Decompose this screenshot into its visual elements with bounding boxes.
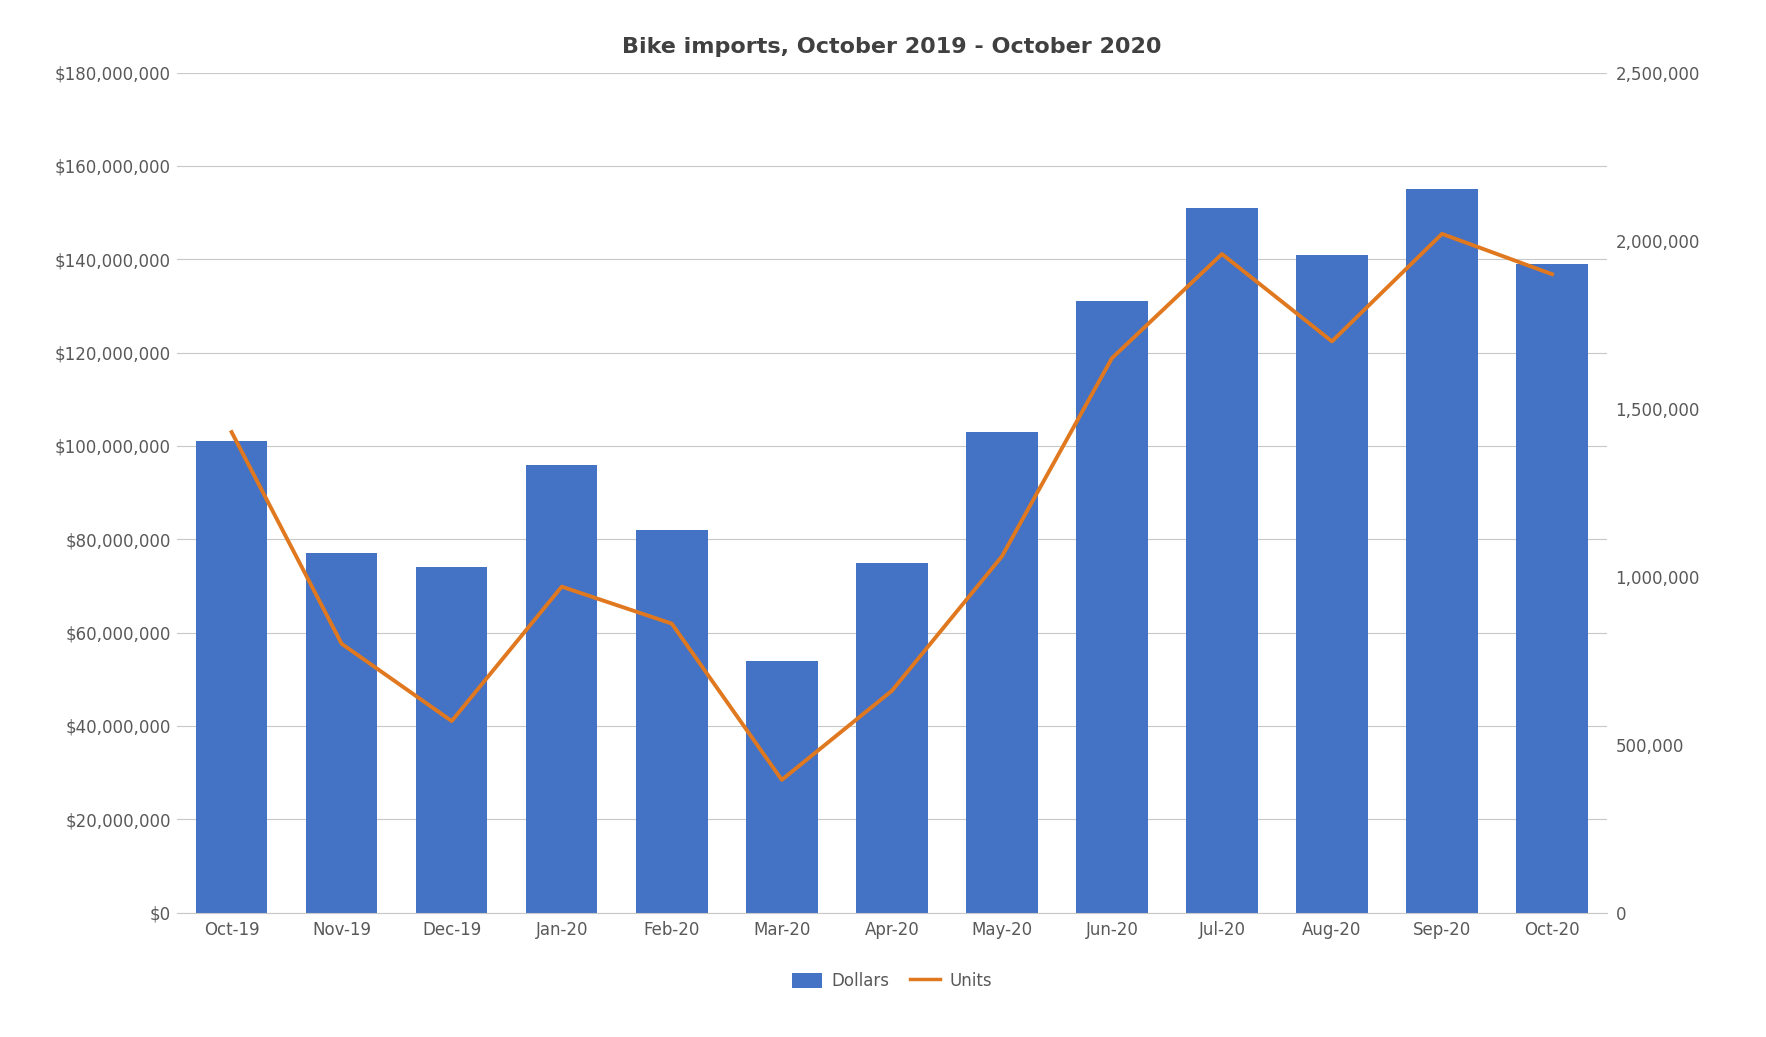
Bar <box>1187 207 1257 913</box>
Bar <box>417 567 487 913</box>
Bar <box>196 442 267 913</box>
Bar <box>1406 189 1478 913</box>
Bar <box>1296 254 1367 913</box>
Bar <box>1075 301 1148 913</box>
Legend: Dollars, Units: Dollars, Units <box>784 965 1000 997</box>
Bar <box>636 530 708 913</box>
Bar <box>1517 264 1588 913</box>
Title: Bike imports, October 2019 - October 2020: Bike imports, October 2019 - October 202… <box>622 37 1162 57</box>
Bar <box>745 661 818 913</box>
Bar <box>526 465 597 913</box>
Bar <box>966 431 1038 913</box>
Bar <box>306 554 378 913</box>
Bar <box>857 562 927 913</box>
